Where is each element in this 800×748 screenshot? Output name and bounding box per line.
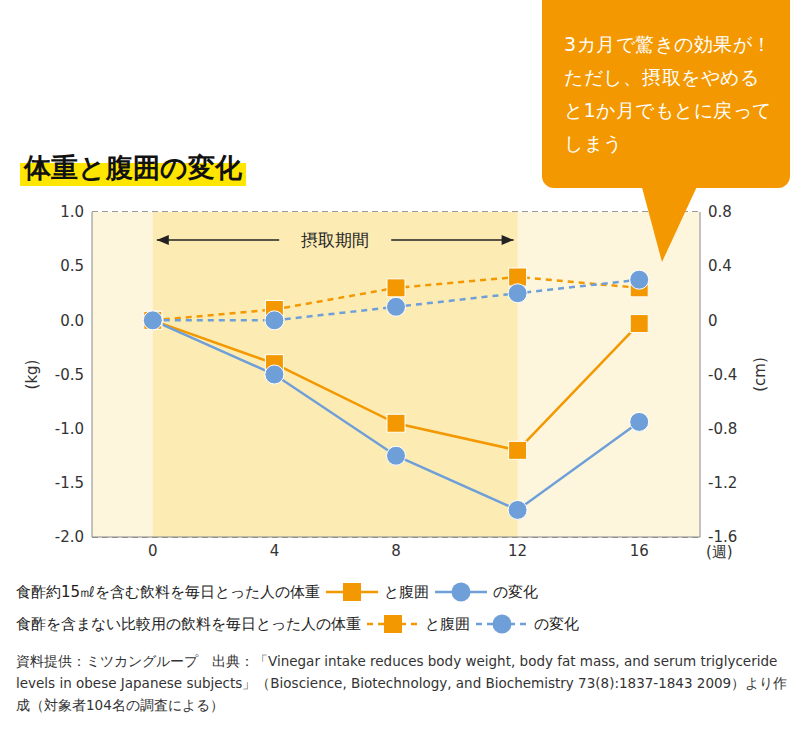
html-text:の変化: の変化 — [493, 582, 539, 601]
html-text:の変化: の変化 — [534, 614, 579, 633]
svg-text:1.0: 1.0 — [60, 203, 84, 221]
svg-text:0.0: 0.0 — [60, 312, 84, 330]
svg-text:16: 16 — [630, 542, 649, 560]
svg-text:-0.5: -0.5 — [55, 366, 84, 384]
svg-text:-1.2: -1.2 — [708, 474, 737, 492]
html-text:体重と腹囲の変化: 体重と腹囲の変化 — [24, 152, 242, 183]
svg-text:-1.0: -1.0 — [55, 420, 84, 438]
svg-text:0.8: 0.8 — [708, 203, 732, 221]
svg-text:0: 0 — [708, 312, 718, 330]
svg-text:-1.6: -1.6 — [708, 528, 737, 546]
svg-text:(cm): (cm) — [751, 357, 769, 392]
svg-text:摂取期間: 摂取期間 — [301, 230, 369, 250]
svg-text:-2.0: -2.0 — [55, 528, 84, 546]
svg-text:4: 4 — [270, 542, 280, 560]
html-text:食酢約15㎖を含む飲料を毎日とった人の体重: 食酢約15㎖を含む飲料を毎日とった人の体重 — [16, 582, 321, 601]
svg-text:-0.4: -0.4 — [708, 366, 737, 384]
svg-text:-1.5: -1.5 — [55, 474, 84, 492]
svg-text:0: 0 — [148, 542, 158, 560]
svg-text:0.4: 0.4 — [708, 257, 732, 275]
svg-text:0.5: 0.5 — [60, 257, 84, 275]
html-text:と腹囲: と腹囲 — [384, 582, 430, 601]
html-text:資料提供：ミツカングループ 出典：「Vinegar inta: 資料提供：ミツカングループ 出典：「Vinegar intake reduces… — [16, 653, 788, 713]
svg-text:(kg): (kg) — [23, 360, 41, 390]
html-text:と腹囲: と腹囲 — [425, 614, 470, 633]
svg-text:(週): (週) — [706, 543, 733, 562]
svg-text:8: 8 — [391, 542, 401, 560]
html-text:食酢を含まない比較用の飲料を毎日とった人の体重: 食酢を含まない比較用の飲料を毎日とった人の体重 — [16, 614, 361, 633]
svg-text:12: 12 — [508, 542, 527, 560]
svg-text:-0.8: -0.8 — [708, 420, 737, 438]
html-text:3カ月で驚きの効果が！ ただし、摂取をやめると1か月でもとに: 3カ月で驚きの効果が！ ただし、摂取をやめると1か月でもとに戻ってしまう — [564, 33, 772, 154]
